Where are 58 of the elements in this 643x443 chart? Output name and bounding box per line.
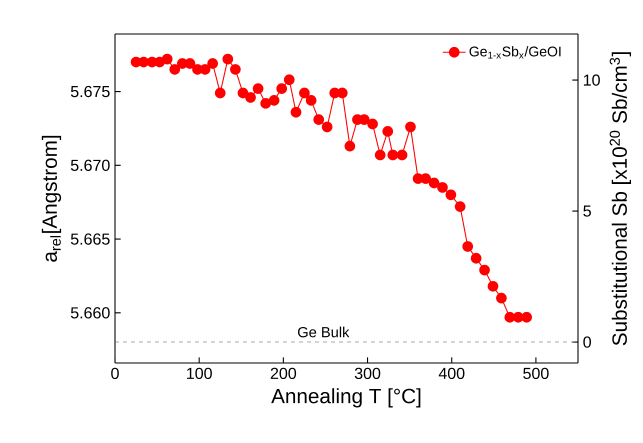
point: [387, 150, 398, 160]
x-tick-label: 500: [523, 368, 549, 380]
point: [367, 118, 378, 130]
x-tick-label: 100: [187, 368, 212, 380]
point: [344, 140, 356, 152]
point: [290, 106, 302, 118]
point: [200, 64, 210, 75]
point: [504, 312, 516, 323]
point: [284, 74, 295, 86]
x-tick-label: 200: [270, 368, 296, 380]
point: [138, 56, 149, 68]
y-tick-label: 5.675: [70, 86, 110, 98]
point: [260, 98, 272, 109]
legend-label: Ge$_{1-x}$Sb$_{x}$/GeOI: [470, 46, 561, 59]
point: [299, 88, 310, 98]
point: [313, 114, 324, 125]
point: [214, 88, 226, 98]
point: [184, 58, 196, 69]
point: [238, 88, 248, 98]
point: [462, 241, 474, 252]
point: [322, 122, 332, 132]
point: [420, 173, 431, 184]
y2-tick-label: 10: [584, 74, 600, 86]
point: [454, 201, 466, 212]
point: [207, 58, 218, 69]
point: [162, 54, 173, 64]
point: [437, 182, 448, 193]
y2-tick-label: 0: [583, 336, 591, 348]
y2-axis-title: Substitutional Sb [x10$^{20}$ Sb/cm$^{3}$]: [610, 52, 632, 346]
point: [306, 95, 316, 106]
point: [169, 64, 180, 75]
x-tick-label: 0: [111, 368, 119, 380]
point: [479, 264, 490, 276]
point: [276, 83, 288, 94]
point: [521, 312, 532, 323]
y-tick-label: 5.670: [70, 160, 110, 171]
point: [396, 150, 408, 160]
point: [470, 252, 482, 264]
x-tick-label: 300: [354, 368, 380, 380]
point: [446, 189, 456, 200]
x-axis-title: Annealing T [°C]: [271, 388, 420, 408]
point: [428, 178, 440, 188]
point: [374, 150, 386, 160]
point: [496, 292, 507, 304]
y-axis-title: a$_{rel}$[Angstrom]: [42, 136, 62, 262]
ref-line-label: Ge Bulk: [298, 326, 350, 338]
y-tick-label: 5.660: [70, 307, 110, 318]
point: [488, 280, 498, 292]
point: [405, 122, 416, 132]
point: [222, 54, 234, 64]
point: [230, 64, 241, 75]
point: [268, 95, 280, 106]
point: [252, 83, 264, 94]
point: [245, 92, 256, 103]
y2-tick-label: 5: [583, 205, 591, 217]
point: [382, 126, 394, 137]
x-tick-label: 400: [438, 368, 464, 380]
y-tick-label: 5.665: [70, 233, 110, 245]
